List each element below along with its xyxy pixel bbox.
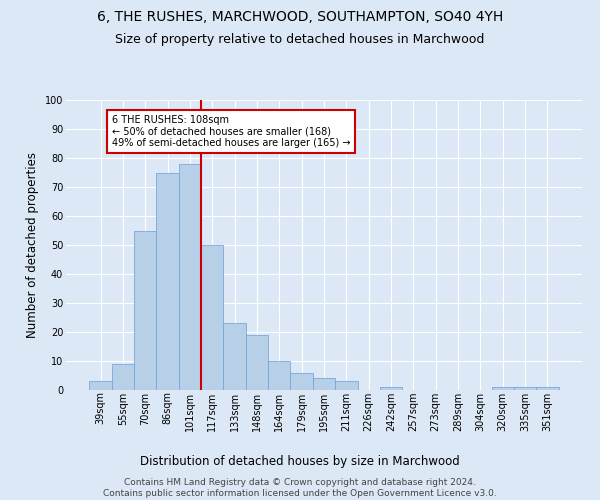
Bar xyxy=(201,245,223,390)
Bar xyxy=(313,378,335,390)
Bar xyxy=(157,172,179,390)
Bar xyxy=(134,230,157,390)
Text: Distribution of detached houses by size in Marchwood: Distribution of detached houses by size … xyxy=(140,455,460,468)
Bar xyxy=(179,164,201,390)
Bar xyxy=(380,387,402,390)
Y-axis label: Number of detached properties: Number of detached properties xyxy=(26,152,39,338)
Bar xyxy=(268,361,290,390)
Bar xyxy=(290,372,313,390)
Bar xyxy=(89,382,112,390)
Text: 6, THE RUSHES, MARCHWOOD, SOUTHAMPTON, SO40 4YH: 6, THE RUSHES, MARCHWOOD, SOUTHAMPTON, S… xyxy=(97,10,503,24)
Text: Contains HM Land Registry data © Crown copyright and database right 2024.
Contai: Contains HM Land Registry data © Crown c… xyxy=(103,478,497,498)
Bar xyxy=(491,387,514,390)
Bar xyxy=(223,324,246,390)
Text: 6 THE RUSHES: 108sqm
← 50% of detached houses are smaller (168)
49% of semi-deta: 6 THE RUSHES: 108sqm ← 50% of detached h… xyxy=(112,114,350,148)
Bar xyxy=(246,335,268,390)
Text: Size of property relative to detached houses in Marchwood: Size of property relative to detached ho… xyxy=(115,32,485,46)
Bar xyxy=(536,387,559,390)
Bar xyxy=(514,387,536,390)
Bar xyxy=(112,364,134,390)
Bar xyxy=(335,382,358,390)
